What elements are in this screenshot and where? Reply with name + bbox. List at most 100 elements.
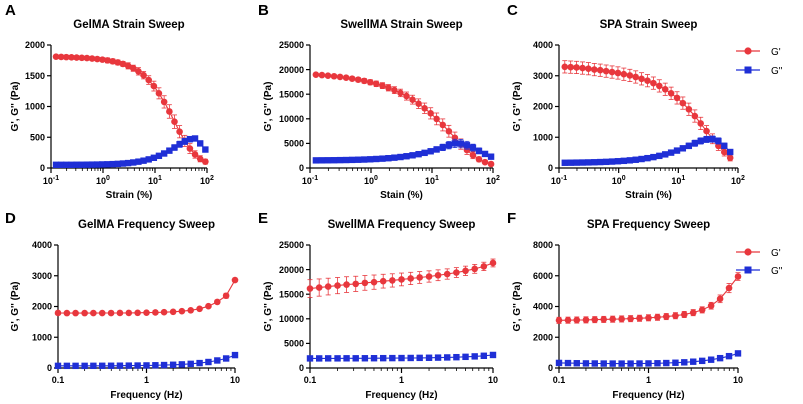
panel-d-gdoubleprime-point-19	[222, 355, 230, 362]
panel-d-y-tick-label-4: 4000	[32, 240, 52, 250]
panel-a-gdoubleprime-point-26	[186, 135, 194, 143]
panel-b-gprime-point-9	[366, 78, 374, 86]
panel-e-gdoubleprime-point-7	[370, 355, 378, 362]
panel-a-gprime-point-0	[52, 53, 60, 60]
panel-b-gprime-point-6	[348, 75, 356, 82]
panel-a-gdoubleprime-point-29	[202, 146, 209, 153]
legend-top-gdoubleprime-marker	[744, 66, 752, 74]
panel-e-title: SwellMA Frequency Sweep	[328, 219, 476, 231]
panel-b-gprime-point-15	[403, 92, 410, 100]
panel-a-x-tick-label-0: 10-1	[43, 175, 59, 186]
panel-d-gdoubleprime-point-13	[169, 361, 177, 368]
panel-c-gdoubleprime-point-21	[685, 142, 693, 150]
panel-e-y-tick-label-2: 10000	[279, 314, 304, 324]
panel-a-gprime-point-5	[78, 54, 86, 62]
panel-e-y-tick-label-1: 5000	[284, 339, 304, 349]
panel-a-gdoubleprime-point-4	[73, 161, 80, 168]
panel-d-gprime-point-15	[187, 306, 195, 314]
panel-a-gprime-line	[55, 56, 206, 163]
panel-c: C SPA Strain Sweep 0 1000 2000 3000 4000 10-1 10…	[507, 2, 745, 201]
panel-a-y-tick-label-2: 1000	[25, 102, 45, 112]
panel-a-gprime-point-3	[68, 54, 75, 61]
panel-a-series-gdoubleprime	[52, 135, 209, 169]
panel-e-gprime-point-17	[462, 267, 469, 275]
panel-b-letter: B	[258, 2, 269, 19]
panel-b-gprime-point-8	[360, 77, 368, 85]
panel-c-gdoubleprime-point-19	[673, 147, 681, 154]
panel-d-gprime-point-10	[143, 309, 150, 316]
panel-c-gprime-point-9	[614, 69, 622, 77]
panel-f-y-axis-label: G', G'' (Pa)	[512, 282, 523, 332]
panel-e-y-tick-label-4: 20000	[279, 265, 304, 275]
panel-f-gdoubleprime-point-8	[627, 360, 634, 367]
panel-b-gdoubleprime-point-16	[409, 152, 416, 159]
panel-e-gprime-point-6	[361, 279, 369, 287]
panel-b-gprime-point-7	[354, 76, 362, 83]
panel-a-gprime-point-26	[186, 145, 194, 152]
panel-f-gprime-point-4	[591, 316, 599, 323]
panel-b-title: SwellMA Strain Sweep	[340, 19, 462, 31]
panel-c-gdoubleprime-point-1	[567, 159, 574, 166]
panel-a-x-tick-label-1: 100	[96, 175, 110, 186]
panel-c-gdoubleprime-point-17	[662, 151, 669, 158]
panel-d-gdoubleprime-point-11	[152, 362, 159, 369]
panel-f-gprime-point-9	[636, 314, 643, 322]
panel-b-gdoubleprime-point-13	[391, 154, 398, 161]
panel-b-gprime-point-11	[379, 82, 386, 89]
panel-d-gprime-point-12	[160, 308, 168, 316]
panel-d-gprime-point-1	[63, 309, 71, 317]
panel-a-y-axis-label: G', G'' (Pa)	[10, 82, 21, 132]
panel-c-gdoubleprime-point-23	[697, 137, 704, 145]
panel-f-y-tick-label-0: 0	[548, 363, 553, 373]
panel-f-gprime-point-15	[689, 309, 697, 316]
panel-a-gprime-point-12	[114, 59, 122, 66]
panel-e-gprime-point-12	[416, 274, 423, 281]
panel-a-gprime-point-19	[150, 82, 158, 90]
panel-c-gprime-point-28	[726, 154, 734, 162]
panel-e-letter: E	[258, 210, 268, 227]
panel-f-gprime-point-7	[618, 315, 625, 323]
panel-c-gdoubleprime-point-28	[726, 148, 734, 156]
panel-b-gdoubleprime-point-5	[342, 156, 350, 164]
panel-b-gprime-point-12	[385, 84, 392, 92]
panel-d-y-tick-label-0: 0	[47, 363, 52, 373]
panel-f-gdoubleprime-point-3	[582, 360, 590, 367]
panel-c-gprime-point-10	[620, 70, 628, 78]
panel-f-gprime-point-18	[716, 295, 724, 303]
panel-f-gdoubleprime-point-7	[618, 360, 625, 367]
panel-d-gdoubleprime-point-3	[81, 362, 88, 370]
panel-e-gprime-point-3	[334, 282, 341, 289]
panel-e-gprime-point-19	[480, 263, 488, 270]
panel-d-gprime-point-11	[152, 309, 159, 316]
panel-a-gprime-point-2	[63, 53, 70, 61]
panel-f-gdoubleprime-point-4	[591, 360, 598, 367]
legend-bottom: G' G"	[736, 248, 783, 277]
panel-c-gdoubleprime-point-8	[608, 158, 616, 165]
panel-e-gdoubleprime-point-8	[380, 354, 387, 362]
panel-e-gprime-point-20	[489, 259, 497, 267]
panel-d-gdoubleprime-point-16	[196, 359, 203, 367]
panel-f-gdoubleprime-point-5	[600, 360, 607, 367]
panel-e-gprime-point-5	[352, 280, 360, 288]
panel-b-gdoubleprime-point-23	[451, 140, 459, 147]
panel-f-gprime-point-8	[627, 315, 634, 322]
panel-d-gdoubleprime-point-14	[178, 361, 186, 368]
panel-f-gdoubleprime-point-19	[725, 352, 733, 360]
panel-f-gdoubleprime-point-14	[681, 359, 688, 366]
panel-f-gprime-line	[558, 276, 739, 321]
panel-b-gprime-point-19	[427, 110, 434, 117]
panel-a-letter: A	[5, 2, 16, 19]
panel-b-gprime-point-26	[469, 151, 477, 159]
panel-d-gprime-point-18	[214, 298, 221, 306]
panel-f-gprime-point-12	[662, 313, 670, 320]
panel-e-gprime-point-4	[343, 281, 350, 288]
panel-d-y-tick-label-3: 3000	[32, 271, 52, 281]
legend-bottom-gdoubleprime-label: G"	[771, 266, 783, 277]
panel-e-gdoubleprime-point-5	[352, 355, 359, 362]
panel-a-gprime-point-23	[171, 118, 178, 125]
panel-a-gprime-point-27	[191, 151, 199, 158]
panel-c-gdoubleprime-point-2	[573, 159, 580, 166]
panel-c-gprime-point-17	[661, 85, 669, 93]
panel-c-gprime-point-6	[596, 66, 604, 74]
panel-d-gprime-point-6	[107, 309, 115, 317]
